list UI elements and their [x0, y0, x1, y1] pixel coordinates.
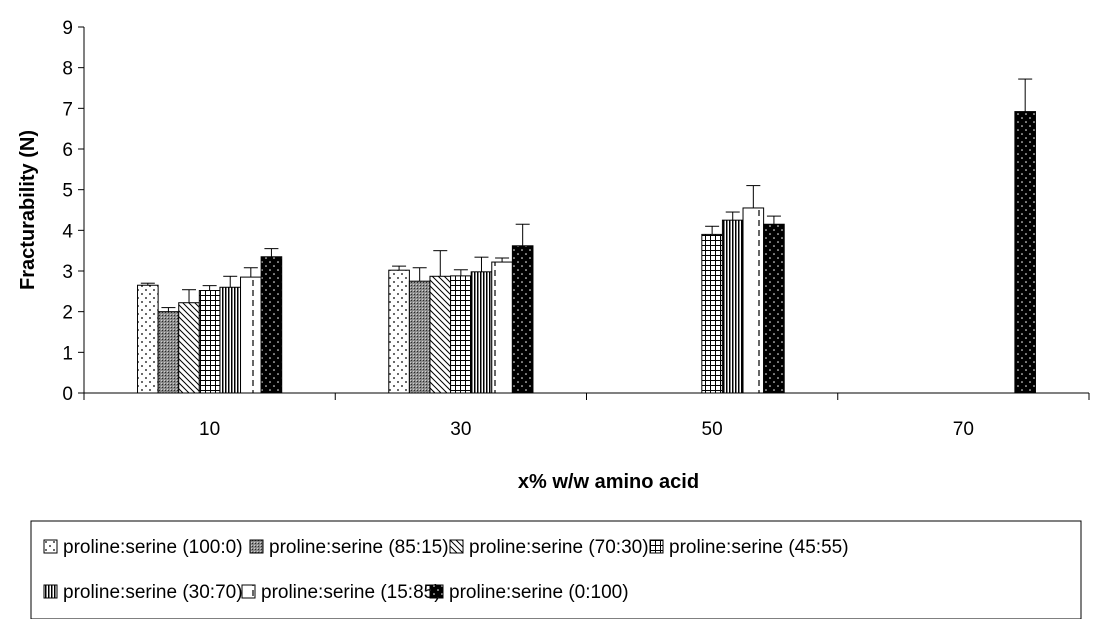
bar — [1014, 111, 1036, 394]
x-tick-label: 10 — [199, 419, 220, 440]
bar — [219, 286, 242, 394]
legend-swatch — [241, 584, 256, 599]
axis-labels: 0 1 2 3 4 5 6 7 8 9 10 30 50 70 x% w/w amino acid Fract… — [17, 18, 974, 493]
bars — [137, 78, 1036, 394]
bar — [137, 284, 159, 394]
y-tick-label: 4 — [62, 221, 73, 242]
x-tick-label: 30 — [450, 419, 471, 440]
bar — [198, 290, 221, 394]
bar — [178, 302, 200, 394]
legend-swatch — [249, 539, 264, 554]
legend-swatch — [43, 584, 58, 599]
bar — [157, 311, 180, 394]
bar — [450, 275, 472, 394]
legend-label: proline:serine (45:55) — [669, 537, 849, 558]
legend-swatch — [43, 539, 58, 554]
legend-label: proline:serine (85:15) — [269, 537, 449, 558]
y-tick-label: 3 — [62, 262, 73, 283]
legend-label: proline:serine (30:70) — [63, 582, 243, 603]
x-tick-label: 70 — [953, 419, 974, 440]
legend-swatch — [449, 539, 464, 554]
bar — [701, 233, 723, 394]
y-axis-title: Fracturability (N) — [17, 130, 39, 290]
legend-label: proline:serine (15:85) — [261, 582, 441, 603]
bar — [429, 275, 452, 394]
y-tick-label: 8 — [62, 59, 73, 80]
bar — [470, 271, 493, 394]
y-tick-label: 6 — [62, 140, 73, 161]
bar — [763, 223, 785, 394]
y-tick-label: 5 — [62, 181, 73, 202]
bar — [742, 207, 765, 394]
y-tick-label: 7 — [62, 99, 73, 120]
legend-label: proline:serine (70:30) — [469, 537, 649, 558]
x-tick-label: 50 — [702, 419, 723, 440]
y-tick-label: 0 — [62, 384, 73, 405]
bar — [721, 219, 744, 394]
bar — [260, 256, 283, 394]
bar — [491, 261, 513, 394]
legend-label: proline:serine (0:100) — [449, 582, 629, 603]
bar — [240, 276, 262, 394]
bar — [511, 245, 534, 394]
legend-label: proline:serine (100:0) — [63, 537, 243, 558]
x-axis-title: x% w/w amino acid — [518, 471, 699, 493]
y-tick-label: 1 — [62, 343, 73, 364]
legend-box — [30, 520, 1082, 619]
bar — [408, 280, 431, 394]
y-tick-label: 2 — [62, 303, 73, 324]
legend-swatch — [649, 539, 664, 554]
legend: proline:serine (100:0) proline:serine (85… — [30, 520, 1082, 619]
y-tick-label: 9 — [62, 18, 73, 39]
bar — [388, 269, 410, 394]
legend-swatch — [429, 584, 444, 599]
